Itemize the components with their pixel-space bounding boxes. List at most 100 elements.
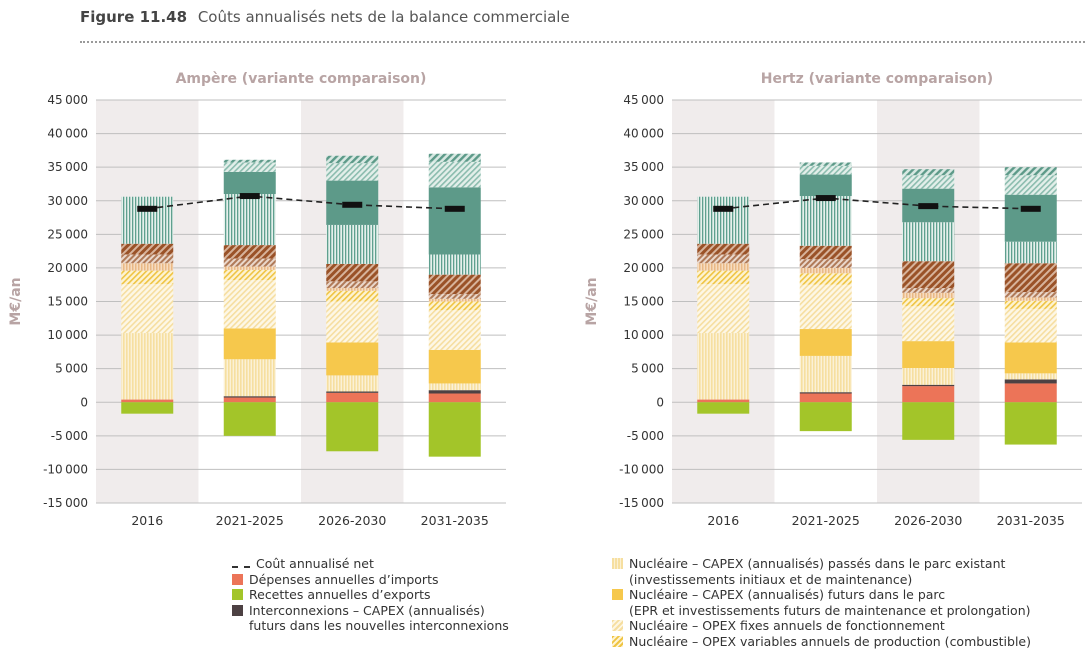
bar-segment-imports <box>697 399 750 403</box>
legend-label: Interconnexions – CAPEX (annualisés) <box>249 602 485 618</box>
bar-segment-nuc_capex_fut <box>428 349 481 384</box>
bar-segment-nuc_capex_past <box>326 375 379 392</box>
bar-segment-nuc_capex_fut <box>223 328 276 360</box>
bar-segment-nuc_opex_fix <box>121 284 174 334</box>
legend-label: Dépenses annuelles d’imports <box>249 571 439 587</box>
x-tick-label: 2031-2035 <box>421 513 489 528</box>
figure-number: Figure 11.48 <box>80 8 188 26</box>
bar-segment-other_hatch_teal <box>799 162 852 166</box>
bar-segment-imports <box>1004 383 1057 403</box>
bar-segment-exports <box>799 402 852 432</box>
chart-hertz: -15 000 -10 000 -5 000 0 5 000 10 000 15 000 20… <box>584 71 1082 528</box>
bar-segment-other_hatch_teal <box>902 169 955 176</box>
bar-segment-imports <box>223 397 276 403</box>
y-tick-label: 45 000 <box>623 93 664 107</box>
y-tick-label: 20 000 <box>47 261 88 275</box>
net-cost-marker <box>918 203 939 210</box>
x-tick-label: 2021-2025 <box>216 513 284 528</box>
legend-right: Nucléaire – CAPEX (annualisés) passés da… <box>612 556 1031 649</box>
net-cost-marker <box>713 205 734 212</box>
bar-segment-other_hatch_brown_light <box>223 258 276 267</box>
bar-segment-other_vstripe_teal <box>428 254 481 275</box>
bar-segment-nuc_capex_fut <box>902 341 955 368</box>
bar-segment-exports <box>902 402 955 440</box>
y-tick-label: 35 000 <box>47 160 88 174</box>
bar-segment-nuc_capex_past <box>428 383 481 391</box>
bar-segment-other_stripe_light <box>326 288 379 291</box>
y-tick-label: 20 000 <box>623 261 664 275</box>
x-tick-label: 2016 <box>707 513 739 528</box>
legend-item: Nucléaire – OPEX fixes annuels de foncti… <box>612 618 1031 634</box>
bar-segment-other_vstripe_teal <box>902 222 955 262</box>
bar-segment-interco <box>1004 379 1057 384</box>
bar-segment-other_hatch_teal_light <box>1004 175 1057 195</box>
bar-segment-nuc_opex_fix <box>902 306 955 342</box>
bar-segment-other_stripe_light <box>799 267 852 274</box>
bar-segment-interco <box>428 390 481 394</box>
bar-segment-nuc_opex_var <box>799 273 852 285</box>
y-tick-label: 25 000 <box>623 227 664 241</box>
bar-segment-other_hatch_brown_light <box>428 294 481 299</box>
legend-item: Dépenses annuelles d’imports <box>232 572 509 588</box>
net-cost-marker <box>239 193 260 200</box>
bar-segment-interco <box>902 384 955 387</box>
bar-segment-other_hatch_brown_light <box>121 254 174 264</box>
y-tick-label: 0 <box>656 395 664 409</box>
legend-swatch-net-cost <box>232 558 250 569</box>
bar-segment-imports <box>326 392 379 403</box>
bar-segment-nuc_opex_var <box>1004 300 1057 309</box>
bar-segment-other_hatch_brown <box>326 263 379 282</box>
bar-segment-exports <box>1004 402 1057 445</box>
net-cost-marker <box>444 205 465 212</box>
legend-swatch-interco <box>232 604 243 616</box>
bar-segment-other_stripe_light <box>223 266 276 270</box>
bar-segment-exports <box>428 402 481 457</box>
bar-segment-nuc_opex_var <box>223 269 276 281</box>
y-tick-label: -10 000 <box>43 462 88 476</box>
bar-segment-other_hatch_teal_light <box>902 175 955 189</box>
y-tick-label: 25 000 <box>47 227 88 241</box>
legend-label: Coût annualisé net <box>256 556 374 571</box>
legend-item: Nucléaire – CAPEX (annualisés) passés da… <box>612 556 1031 572</box>
bar-segment-other_hatch_teal_light <box>223 162 276 172</box>
bar-segment-other_hatch_teal <box>428 153 481 162</box>
y-axis-label: M€/an <box>8 277 24 325</box>
bar-segment-imports <box>799 393 852 403</box>
legend-sublabel: (investissements initiaux et de maintena… <box>629 571 913 587</box>
x-tick-label: 2026-2030 <box>894 513 962 528</box>
bar-segment-nuc_opex_var <box>902 298 955 307</box>
legend-left: Coût annualisé net Dépenses annuelles d’i… <box>232 556 509 634</box>
y-axis-label: M€/an <box>584 277 600 325</box>
bar-segment-other_stripe_light <box>697 263 750 271</box>
y-tick-label: 0 <box>80 395 88 409</box>
bar-segment-nuc_capex_past <box>697 333 750 400</box>
bar-segment-other_hatch_brown_light <box>697 254 750 264</box>
bar-segment-nuc_capex_past <box>121 333 174 400</box>
y-tick-label: 15 000 <box>47 295 88 309</box>
figure-title: Coûts annualisés nets de la balance comm… <box>197 8 570 26</box>
bar-segment-other_teal <box>428 187 481 255</box>
bar-segment-other_vstripe_teal <box>121 196 174 244</box>
bar-segment-other_stripe_light <box>121 263 174 271</box>
bar-segment-other_teal <box>223 171 276 195</box>
x-tick-label: 2026-2030 <box>318 513 386 528</box>
bar-segment-nuc_opex_var <box>121 270 174 285</box>
net-cost-marker <box>815 195 836 202</box>
legend-sublabel: (EPR et investissements futurs de mainte… <box>629 602 1031 618</box>
bar-segment-nuc_capex_past <box>902 367 955 385</box>
bar-segment-other_hatch_teal_light <box>428 161 481 188</box>
bar-segment-nuc_opex_fix <box>799 284 852 330</box>
y-tick-label: 40 000 <box>47 127 88 141</box>
bar-segment-other_hatch_brown <box>902 261 955 289</box>
y-tick-label: -5 000 <box>51 429 88 443</box>
bar-segment-exports <box>697 402 750 414</box>
bar-segment-nuc_opex_fix <box>223 280 276 329</box>
bar-segment-nuc_capex_fut <box>326 342 379 376</box>
legend-swatch-imports <box>232 573 243 585</box>
legend-swatch-nuc-opex-var <box>612 635 623 647</box>
bar-segment-nuc_opex_fix <box>326 301 379 343</box>
bar-segment-exports <box>121 402 174 414</box>
bar-segment-interco <box>799 392 852 394</box>
net-cost-marker <box>137 205 158 212</box>
bar-segment-exports <box>326 402 379 452</box>
